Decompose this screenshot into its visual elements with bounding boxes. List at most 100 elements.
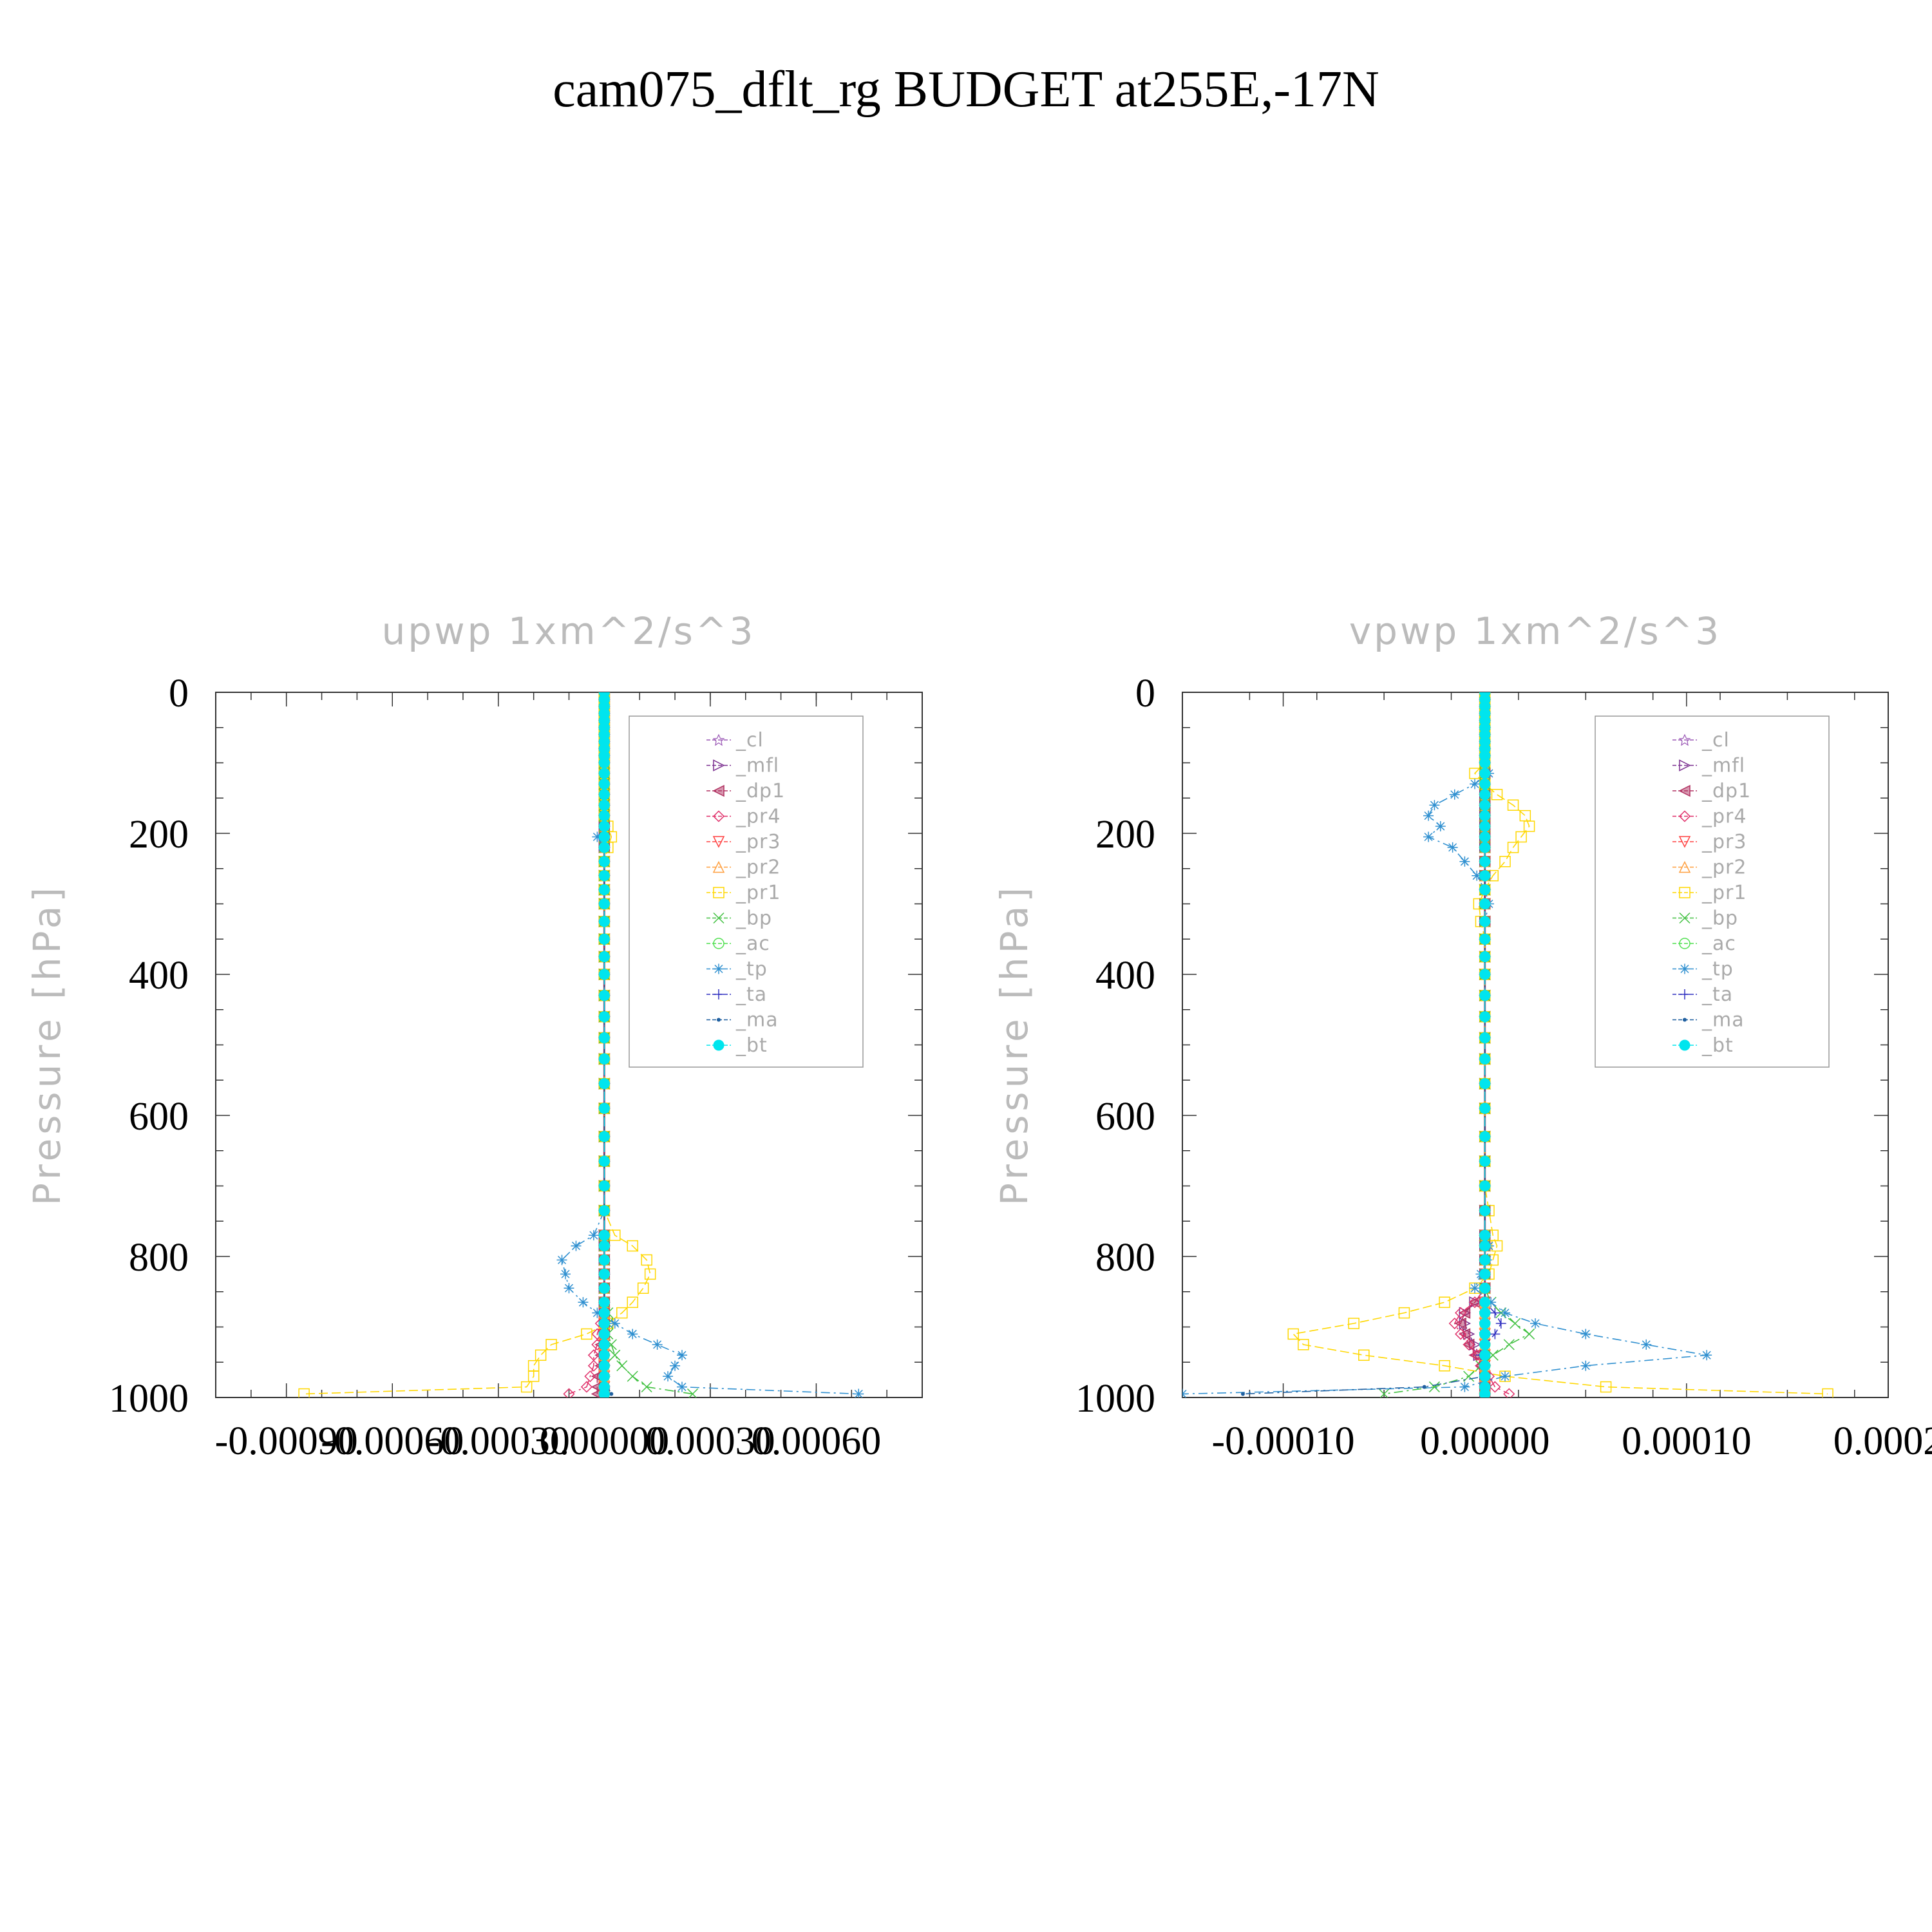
upwp-point-bp — [641, 1381, 652, 1393]
vpwp-y-tick-label: 1000 — [1075, 1377, 1155, 1421]
upwp-x-tick-label: -0.00030 — [427, 1419, 570, 1463]
upwp-legend-label: _pr4 — [735, 806, 781, 828]
vpwp-point-pr1 — [1822, 1388, 1833, 1397]
vpwp-legend-label: _tp — [1701, 958, 1734, 981]
upwp-point-tp — [588, 1230, 599, 1241]
vpwp-point-bt — [1479, 1339, 1491, 1350]
vpwp-point-tp — [1449, 789, 1460, 800]
upwp-point-bt — [598, 789, 610, 800]
vpwp-y-axis-label: Pressure [hPa] — [992, 884, 1036, 1206]
upwp-point-pr1 — [527, 1370, 540, 1382]
vpwp-series-line-ma — [1242, 692, 1486, 1395]
upwp-point-bt — [598, 870, 610, 882]
upwp-point-bt — [598, 1349, 610, 1361]
vpwp-legend-marker — [1678, 860, 1691, 873]
vpwp-point-dp1 — [1458, 1307, 1471, 1319]
vpwp-point-bp — [1378, 1388, 1390, 1397]
upwp-point-bt — [598, 1103, 610, 1114]
vpwp-legend-label: _bt — [1701, 1034, 1734, 1057]
vpwp-legend-label: _pr1 — [1701, 882, 1747, 904]
upwp-point-bt — [598, 1282, 610, 1294]
vpwp-point-bt — [1479, 1011, 1491, 1023]
figure-title: cam075_dflt_rg BUDGET at255E,-17N — [553, 61, 1379, 118]
upwp-point-tp — [564, 1283, 574, 1294]
vpwp-x-tick-label: 0.00010 — [1622, 1419, 1752, 1463]
vpwp-point-ta — [1490, 1329, 1501, 1340]
upwp-point-tp — [609, 1318, 620, 1329]
vpwp-point-tp — [1423, 831, 1434, 842]
upwp-legend-marker — [712, 784, 724, 797]
vpwp-point-bt — [1479, 1307, 1491, 1319]
vpwp-legend-marker — [1679, 938, 1690, 949]
upwp-point-bt — [598, 1296, 610, 1308]
upwp-point-bt — [598, 933, 610, 945]
vpwp-legend-marker — [1679, 1039, 1690, 1051]
upwp-point-pr1 — [627, 1296, 638, 1308]
upwp-point-bt — [598, 768, 610, 779]
vpwp-point-tp — [1486, 1297, 1497, 1308]
upwp-legend-box — [629, 715, 864, 1068]
upwp-series-line-pr1 — [304, 692, 651, 1395]
upwp-point-pr1 — [644, 1268, 656, 1280]
upwp-point-bt — [598, 898, 610, 909]
vpwp-point-pr1 — [1348, 1318, 1359, 1329]
upwp-x-tick-label: 0.00030 — [645, 1419, 775, 1463]
vpwp-point-tp — [1701, 1350, 1712, 1361]
upwp-legend-marker — [717, 1018, 721, 1022]
vpwp-panel: vpwp 1xm^2/s^3 Pressure [hPa] 0 200 400 600 80… — [992, 609, 1932, 1463]
vpwp-legend-marker — [1678, 810, 1691, 822]
upwp-point-bt — [598, 842, 610, 853]
vpwp-point-tp — [1500, 1371, 1511, 1382]
upwp-point-tp — [853, 1388, 864, 1397]
upwp-point-pr1 — [298, 1388, 310, 1397]
upwp-point-bt — [598, 1370, 610, 1382]
vpwp-point-bt — [1479, 884, 1491, 896]
upwp-point-bt — [598, 1155, 610, 1167]
vpwp-y-tick-label: 600 — [1095, 1095, 1155, 1139]
vpwp-point-pr1 — [1499, 856, 1511, 867]
vpwp-point-ma — [1240, 1392, 1245, 1396]
vpwp-legend-box — [1595, 715, 1830, 1068]
vpwp-point-bt — [1479, 1229, 1491, 1241]
vpwp-legend-label: _pr2 — [1701, 857, 1747, 879]
upwp-point-bt — [598, 1078, 610, 1090]
upwp-point-ma — [609, 1392, 614, 1396]
vpwp-point-bt — [1479, 898, 1491, 909]
vpwp-x-tick-label: 0.00000 — [1420, 1419, 1550, 1463]
upwp-point-bt — [598, 916, 610, 927]
upwp-point-bt — [598, 1339, 610, 1350]
vpwp-point-pr1 — [1523, 820, 1535, 832]
vpwp-point-bt — [1479, 789, 1491, 800]
upwp-point-bt — [598, 831, 610, 842]
vpwp-point-ta — [1490, 1307, 1501, 1318]
upwp-point-bt — [598, 1032, 610, 1044]
upwp-point-bt — [598, 1328, 610, 1340]
upwp-legend-label: _bt — [735, 1034, 768, 1057]
vpwp-point-bt — [1479, 831, 1491, 842]
upwp-point-pr1 — [641, 1254, 652, 1266]
vpwp-point-dp1 — [1458, 1328, 1471, 1340]
vpwp-point-bt — [1479, 969, 1491, 980]
vpwp-legend-label: _cl — [1701, 729, 1730, 752]
upwp-point-bt — [598, 856, 610, 867]
vpwp-legend-marker — [1678, 734, 1691, 746]
vpwp-legend-marker — [1679, 912, 1690, 924]
vpwp-point-bt — [1479, 1131, 1491, 1142]
vpwp-point-bt — [1479, 951, 1491, 963]
upwp-y-tick-label: 1000 — [109, 1377, 189, 1421]
upwp-point-tp — [592, 831, 603, 842]
upwp-point-bt — [598, 1205, 610, 1217]
vpwp-legend-label: _mfl — [1701, 755, 1745, 777]
upwp-point-tp — [556, 1255, 567, 1265]
upwp-y-tick-label: 200 — [129, 813, 189, 857]
upwp-legend-marker — [713, 912, 724, 924]
upwp-y-tick-label: 800 — [129, 1236, 189, 1280]
upwp-y-tick-label: 600 — [129, 1095, 189, 1139]
vpwp-legend-marker — [1679, 759, 1691, 772]
upwp-point-bt — [598, 1240, 610, 1252]
upwp-point-pr4 — [584, 1370, 596, 1383]
upwp-point-pr1 — [545, 1339, 557, 1350]
vpwp-series-line-bp — [1383, 692, 1531, 1395]
upwp-legend-label: _ma — [735, 1009, 779, 1032]
